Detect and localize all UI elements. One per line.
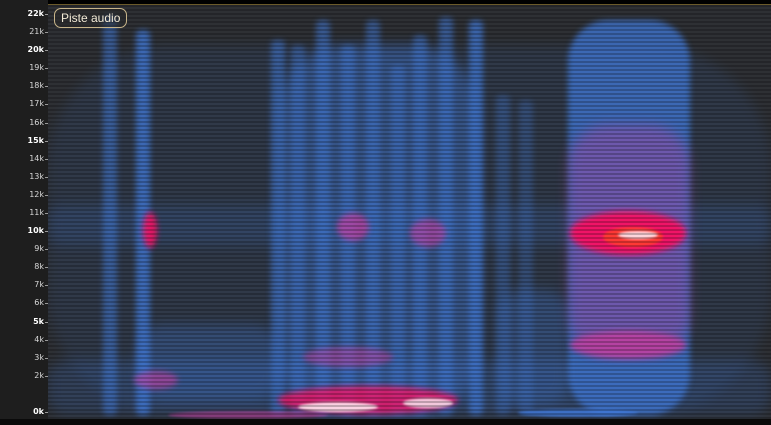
stripe-texture <box>48 5 771 420</box>
frequency-tick-mark <box>45 267 48 269</box>
frequency-tick-label: 12k <box>29 189 44 199</box>
frequency-tick-mark <box>45 213 48 214</box>
frequency-tick-label: 10k <box>27 226 44 236</box>
frequency-tick-label: 0k <box>33 407 44 416</box>
spectrogram-image <box>48 5 771 420</box>
frequency-tick-label: 5k <box>33 316 44 326</box>
audio-track-button[interactable]: Piste audio <box>54 8 128 28</box>
frequency-tick-label: 15k <box>27 135 44 145</box>
frequency-tick-label: 14k <box>29 153 44 163</box>
frequency-tick-mark <box>45 321 48 323</box>
bottom-border <box>0 419 771 425</box>
frequency-tick-label: 13k <box>29 171 44 181</box>
frequency-tick-mark <box>45 231 48 233</box>
frequency-tick-mark <box>45 357 48 359</box>
frequency-tick-label: 11k <box>29 208 44 217</box>
frequency-tick-mark <box>45 158 48 160</box>
frequency-tick-mark <box>45 339 48 341</box>
frequency-tick-label: 22k <box>27 9 44 18</box>
frequency-tick-mark <box>45 140 48 142</box>
frequency-axis: 22k 21k 20k 19k 18k 17k 16k 15k 14k 13k 12k 11k 10k 9… <box>0 0 48 425</box>
frequency-tick-mark <box>45 86 48 88</box>
frequency-tick-label: 7k <box>34 280 44 290</box>
frequency-tick-mark <box>45 375 48 377</box>
frequency-tick-label: 9k <box>34 244 44 254</box>
frequency-tick-label: 18k <box>29 81 44 91</box>
frequency-tick-label: 2k <box>34 370 44 380</box>
frequency-tick-mark <box>45 194 48 196</box>
frequency-tick-label: 17k <box>29 99 44 109</box>
frequency-tick-mark <box>45 249 48 251</box>
frequency-tick-mark <box>45 122 48 124</box>
frequency-tick-label: 16k <box>29 117 44 127</box>
frequency-tick-mark <box>45 32 48 34</box>
frequency-tick-label: 4k <box>34 334 44 344</box>
frequency-tick-mark <box>45 303 48 305</box>
frequency-tick-mark <box>45 176 48 178</box>
frequency-tick-mark <box>45 104 48 106</box>
frequency-tick-mark <box>45 50 48 52</box>
frequency-tick-mark <box>45 14 48 15</box>
frequency-tick-label: 8k <box>34 262 44 272</box>
frequency-tick-label: 20k <box>27 45 44 55</box>
frequency-tick-label: 21k <box>29 27 44 37</box>
frequency-tick-mark <box>45 68 48 70</box>
frequency-tick-label: 6k <box>34 298 44 308</box>
frequency-tick-mark <box>45 285 48 287</box>
frequency-tick-label: 3k <box>34 352 44 362</box>
spectrogram-view[interactable] <box>48 4 771 420</box>
frequency-tick-label: 19k <box>29 63 44 73</box>
frequency-tick-mark <box>45 412 48 413</box>
